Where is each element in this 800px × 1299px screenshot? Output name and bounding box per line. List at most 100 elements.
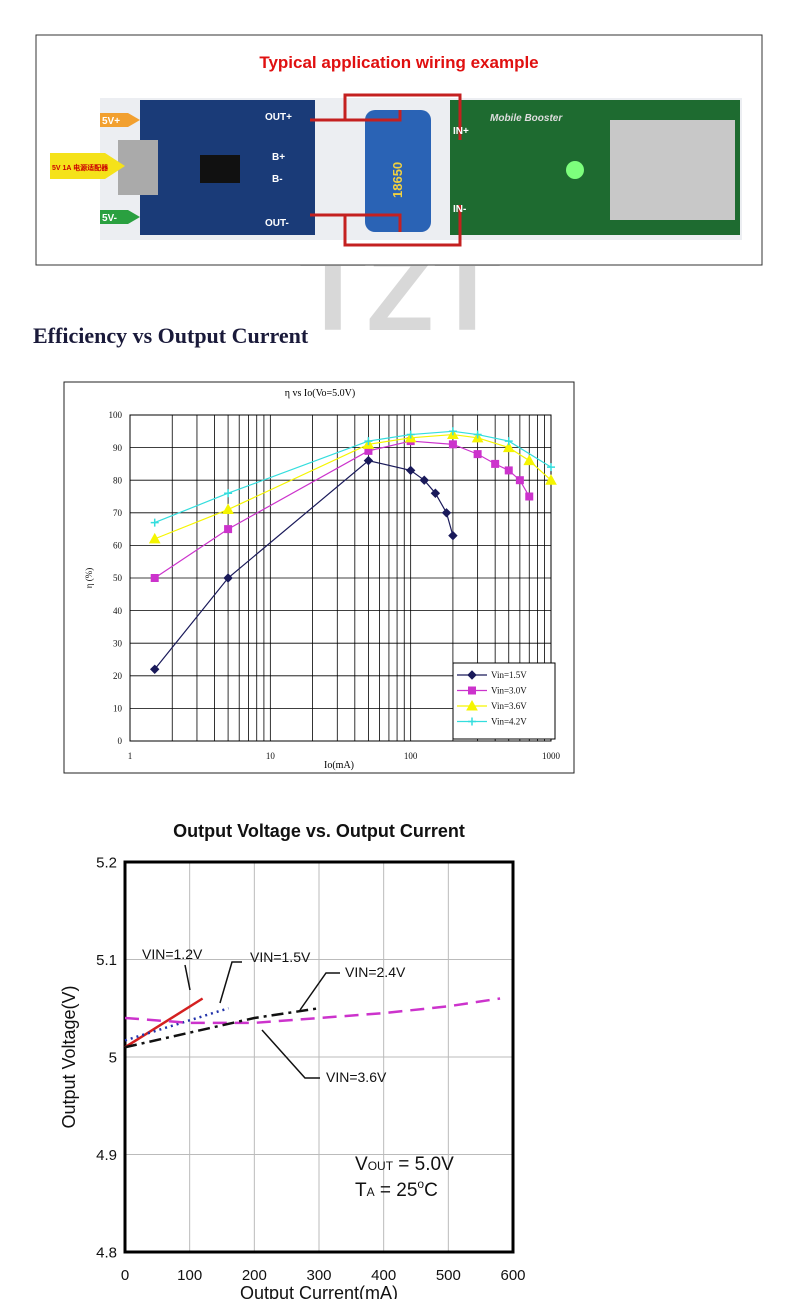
point <box>430 488 441 498</box>
x-tick-label: 400 <box>371 1267 396 1284</box>
x-tick-label: 300 <box>306 1267 331 1284</box>
series-annotation: VIN=1.2V <box>142 946 203 962</box>
note-text: V <box>355 1154 368 1175</box>
point <box>405 465 416 476</box>
note-text: o <box>417 1177 424 1191</box>
series-annotation: VIN=1.5V <box>250 949 311 965</box>
y-tick-label: 5.1 <box>96 952 117 969</box>
point <box>468 686 476 695</box>
point <box>364 437 373 446</box>
photo-label: 5V 1A 电源适配器 <box>52 163 109 172</box>
note-text: = 25 <box>375 1180 418 1201</box>
photo-label: 18650 <box>390 162 405 198</box>
section-heading: Efficiency vs Output Current <box>33 323 309 348</box>
series-annotation: VIN=3.6V <box>326 1069 387 1085</box>
point <box>515 476 524 485</box>
note-text: T <box>355 1180 367 1201</box>
conditions: VOUT = 5.0V <box>355 1154 454 1175</box>
x-tick-label: 100 <box>177 1267 202 1284</box>
point <box>545 474 557 485</box>
x-tick-label: 10 <box>266 751 276 761</box>
y-tick-label: 80 <box>113 475 123 485</box>
y-tick-label: 5.2 <box>96 854 117 871</box>
x-tick-label: 1 <box>128 751 133 761</box>
point <box>406 430 415 439</box>
y-tick-label: 4.8 <box>96 1244 117 1261</box>
photo-label: 5V+ <box>102 116 120 127</box>
point <box>523 454 536 466</box>
point <box>363 455 374 466</box>
battery <box>365 110 431 232</box>
photo-label: OUT- <box>265 218 289 229</box>
point <box>491 459 500 468</box>
x-tick-label: 200 <box>242 1267 267 1284</box>
point <box>441 508 452 518</box>
note-text: = 5.0V <box>393 1154 454 1175</box>
x-tick-label: 600 <box>500 1267 525 1284</box>
point <box>466 699 478 711</box>
wires <box>310 93 462 247</box>
leader-line <box>184 961 340 1079</box>
y-tick-label: 20 <box>113 671 123 681</box>
y-tick-label: 50 <box>113 573 123 583</box>
point <box>419 475 429 485</box>
point <box>504 466 513 475</box>
y-tick-label: 30 <box>113 638 123 648</box>
point <box>525 492 534 501</box>
photo-label: B- <box>272 174 283 185</box>
point <box>448 530 458 541</box>
arrow <box>50 153 125 179</box>
point <box>547 463 555 472</box>
photo-label: 5V- <box>102 213 117 224</box>
y-axis-label: Output Voltage(V) <box>59 985 79 1128</box>
photo-label: Mobile Booster <box>490 113 563 124</box>
series-line <box>154 459 454 670</box>
point <box>150 574 159 582</box>
note-text: A <box>367 1185 375 1199</box>
wiring-title: Typical application wiring example <box>259 53 538 72</box>
y-tick-label: 100 <box>109 410 123 420</box>
point <box>222 503 234 515</box>
usb-port <box>118 140 158 195</box>
y-tick-label: 10 <box>113 704 123 714</box>
photo-labels: 5V+ 5V 1A 电源适配器 5V- OUT+ B+ B- OUT- 1865… <box>52 112 563 229</box>
annotations <box>184 961 340 1079</box>
series-line <box>124 997 204 1049</box>
point <box>467 670 477 680</box>
legend-label: Vin=4.2V <box>491 717 527 727</box>
point <box>473 450 482 459</box>
plot-border <box>129 414 552 742</box>
note-text: C <box>424 1180 438 1201</box>
point <box>448 440 457 449</box>
y-tick-label: 5 <box>109 1049 117 1066</box>
y-tick-label: 60 <box>113 541 123 551</box>
point <box>468 717 476 726</box>
series-line <box>124 1007 320 1049</box>
x-axis-label: Io(mA) <box>324 760 354 771</box>
x-tick-label: 100 <box>404 751 418 761</box>
legend-label: Vin=3.6V <box>491 701 527 711</box>
point <box>150 664 160 674</box>
note-text: OUT <box>368 1159 394 1173</box>
photo-label: IN+ <box>453 126 469 137</box>
arrow <box>100 210 140 224</box>
x-tick-label: 1000 <box>542 751 561 761</box>
led <box>566 161 584 179</box>
point <box>150 518 159 527</box>
point <box>448 427 457 436</box>
y-tick-label: 4.9 <box>96 1147 117 1164</box>
conditions: TA = 25oC <box>355 1177 438 1201</box>
photo-label: B+ <box>272 152 285 163</box>
y-tick-label: 0 <box>118 736 123 746</box>
photo-label: OUT+ <box>265 112 292 123</box>
series-line <box>154 430 552 524</box>
series-line <box>124 1007 229 1042</box>
series-annotation: VIN=2.4V <box>345 964 406 980</box>
usb-socket <box>610 120 735 220</box>
legend-label: Vin=1.5V <box>491 670 527 680</box>
point <box>504 437 513 446</box>
photo-label: IN- <box>453 204 466 215</box>
chart-title: η vs Io(Vo=5.0V) <box>285 388 355 399</box>
